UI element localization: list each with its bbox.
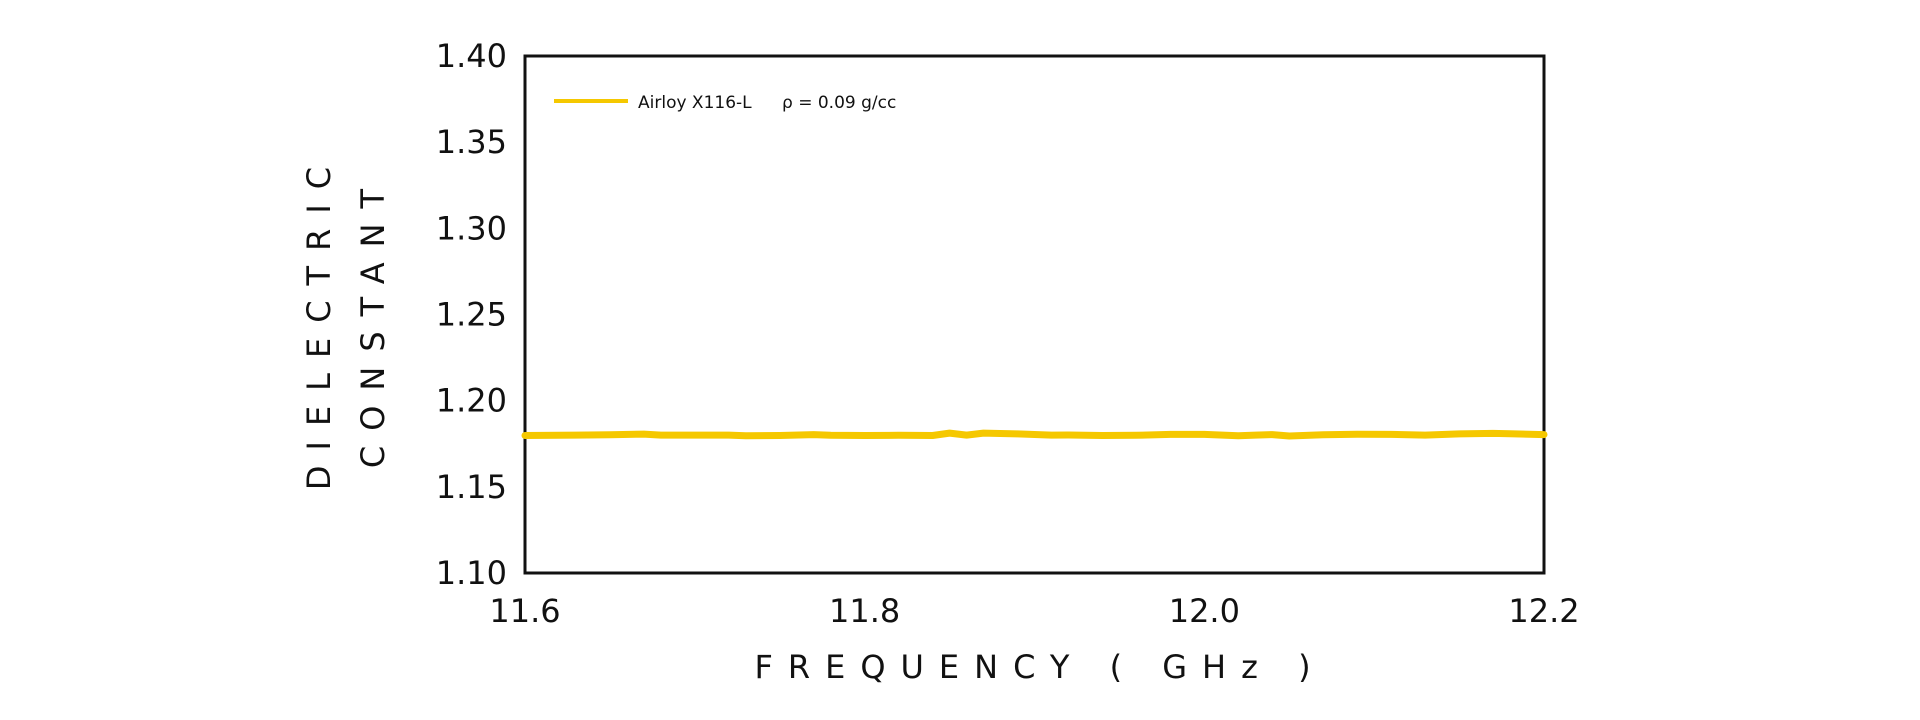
legend: Airloy X116-L ρ = 0.09 g/cc	[554, 93, 896, 113]
y-tick-label: 1.35	[436, 123, 507, 161]
series-layer	[521, 429, 1548, 440]
y-tick-label: 1.30	[436, 209, 507, 247]
x-tick-label: 12.0	[1169, 592, 1240, 630]
x-axis-title: FREQUENCY ( GHz )	[754, 648, 1325, 686]
x-tick-label: 11.8	[829, 592, 900, 630]
y-tick-label: 1.40	[436, 37, 507, 75]
legend-label: Airloy X116-L	[638, 93, 752, 113]
y-axis-title-line-1: DIELECTRIC	[300, 152, 338, 490]
x-axis-ticks: 11.6 11.8 12.0 12.2	[489, 592, 1579, 630]
y-tick-label: 1.25	[436, 296, 507, 334]
series-line-airloy-x116-l	[521, 429, 1548, 440]
y-axis-ticks: 1.10 1.15 1.20 1.25 1.30 1.35 1.40	[436, 37, 507, 592]
plot-area	[523, 54, 1546, 575]
y-tick-label: 1.15	[436, 468, 507, 506]
x-tick-label: 12.2	[1508, 592, 1579, 630]
legend-density-label: ρ = 0.09 g/cc	[782, 93, 896, 113]
y-tick-label: 1.20	[436, 382, 507, 420]
y-axis-title-line-2: CONSTANT	[354, 174, 392, 468]
x-tick-label: 11.6	[489, 592, 560, 630]
plot-frame	[523, 54, 1546, 575]
y-tick-label: 1.10	[436, 554, 507, 592]
y-axis-title: DIELECTRIC CONSTANT	[300, 152, 392, 490]
